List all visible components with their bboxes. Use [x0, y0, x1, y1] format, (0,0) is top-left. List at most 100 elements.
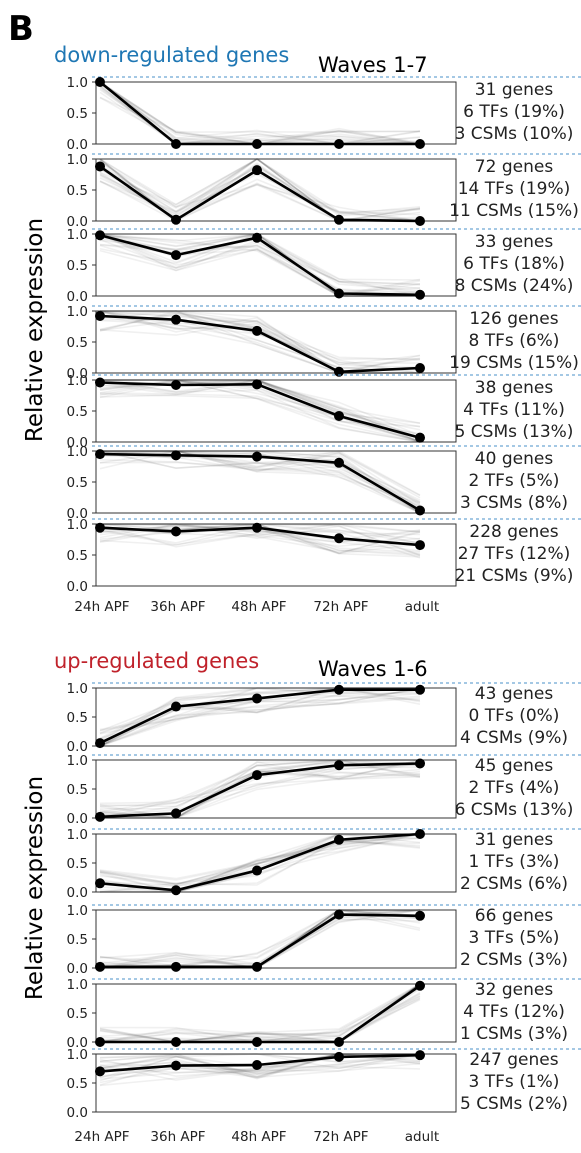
y-tick-label: 0.0: [67, 811, 88, 827]
wave-annotation-line: 3 TFs (1%): [469, 1072, 560, 1092]
mean-point: [171, 885, 181, 896]
y-tick-label: 0.0: [67, 506, 88, 522]
gene-trace: [99, 983, 421, 1043]
y-tick-label: 0.5: [67, 856, 88, 872]
gene-trace: [99, 765, 421, 815]
y-tick-label: 0.0: [67, 1035, 88, 1051]
wave-annotation-line: 6 TFs (18%): [463, 254, 565, 274]
wave-annotation-line: 72 genes: [475, 157, 554, 177]
gene-trace: [99, 997, 421, 1043]
mean-point: [334, 909, 344, 920]
y-tick-label: 0.0: [67, 885, 88, 901]
gene-trace: [99, 1053, 421, 1084]
wave-annotation-line: 3 CSMs (8%): [460, 493, 568, 513]
gene-trace: [99, 450, 421, 506]
gene-trace: [99, 1060, 421, 1077]
mean-point: [171, 1060, 181, 1071]
gene-trace: [99, 761, 421, 810]
y-tick-label: 0.5: [67, 1006, 88, 1022]
gene-trace: [99, 909, 421, 965]
wave-annotation-line: 2 CSMs (3%): [460, 950, 568, 970]
mean-point: [415, 684, 425, 695]
mean-point: [415, 363, 425, 374]
mean-point: [252, 451, 262, 462]
gene-trace: [99, 81, 421, 145]
mean-point: [415, 910, 425, 921]
wave-annotation-line: 1 TFs (3%): [469, 852, 560, 872]
y-tick-label: 0.0: [67, 214, 88, 230]
gene-trace: [99, 1053, 421, 1075]
gene-trace: [99, 836, 421, 893]
mean-point: [95, 961, 105, 972]
gene-trace: [99, 687, 421, 734]
y-tick-label: 0.0: [67, 435, 88, 451]
wave-annotation-line: 4 TFs (11%): [463, 400, 565, 420]
gene-trace: [99, 833, 421, 888]
mean-point: [252, 139, 262, 149]
mean-point: [171, 250, 181, 261]
y-tick-label: 0.0: [67, 1105, 88, 1121]
y-tick-label: 0.0: [67, 366, 88, 382]
gene-trace: [99, 243, 421, 294]
x-tick-label: 36h APF: [150, 599, 205, 615]
gene-trace: [99, 523, 421, 548]
wave-annotation-line: 8 TFs (6%): [469, 331, 560, 351]
gene-trace: [99, 833, 421, 886]
mean-point: [171, 701, 181, 712]
mean-point: [95, 522, 105, 533]
mean-point: [95, 310, 105, 321]
gene-trace: [99, 690, 421, 747]
wave-annotation-line: 6 CSMs (13%): [455, 800, 574, 820]
wave-annotation-line: 14 TFs (19%): [458, 179, 571, 199]
mean-point: [95, 738, 105, 749]
wave-annotation-line: 3 TFs (5%): [469, 928, 560, 948]
y-tick-label: 0.5: [67, 258, 88, 274]
gene-trace: [99, 997, 421, 1043]
gene-trace: [99, 993, 421, 1043]
gene-trace: [99, 379, 421, 443]
wave-annotation-line: 27 TFs (12%): [458, 544, 571, 564]
gene-trace: [99, 392, 421, 435]
gene-trace: [99, 687, 421, 747]
wave-annotation-line: 66 genes: [475, 906, 554, 926]
mean-point: [171, 808, 181, 819]
gene-trace: [99, 161, 421, 222]
wave-annotation-line: 40 genes: [475, 449, 554, 469]
mean-point: [252, 1060, 262, 1071]
wave-annotation-line: 32 genes: [475, 980, 554, 1000]
wave-annotation-line: 0 TFs (0%): [469, 706, 560, 726]
mean-point: [95, 230, 105, 241]
gene-trace: [99, 915, 421, 969]
wave-annotation-line: 38 genes: [475, 378, 554, 398]
up-ylabel: Relative expression: [22, 776, 48, 1000]
wave-annotation-line: 3 CSMs (10%): [455, 124, 574, 144]
mean-point: [171, 379, 181, 390]
mean-point: [334, 214, 344, 225]
gene-trace: [99, 523, 421, 545]
y-tick-label: 0.5: [67, 782, 88, 798]
wave-annotation-line: 31 genes: [475, 830, 554, 850]
mean-point: [334, 410, 344, 421]
mean-point: [334, 139, 344, 149]
gene-trace: [99, 159, 421, 222]
y-tick-label: 0.0: [67, 579, 88, 595]
mean-point: [415, 139, 425, 149]
mean-point: [252, 693, 262, 704]
gene-trace: [99, 770, 421, 813]
gene-trace: [99, 833, 421, 886]
x-tick-label: 72h APF: [313, 1129, 368, 1145]
wave-annotation-line: 5 CSMs (2%): [460, 1094, 568, 1114]
gene-trace: [99, 692, 421, 732]
gene-trace: [99, 459, 421, 514]
mean-point: [334, 684, 344, 695]
up-waves-label: Waves 1-6: [318, 657, 428, 681]
y-tick-label: 0.0: [67, 739, 88, 755]
gene-trace: [99, 687, 421, 741]
y-tick-label: 0.5: [67, 475, 88, 491]
